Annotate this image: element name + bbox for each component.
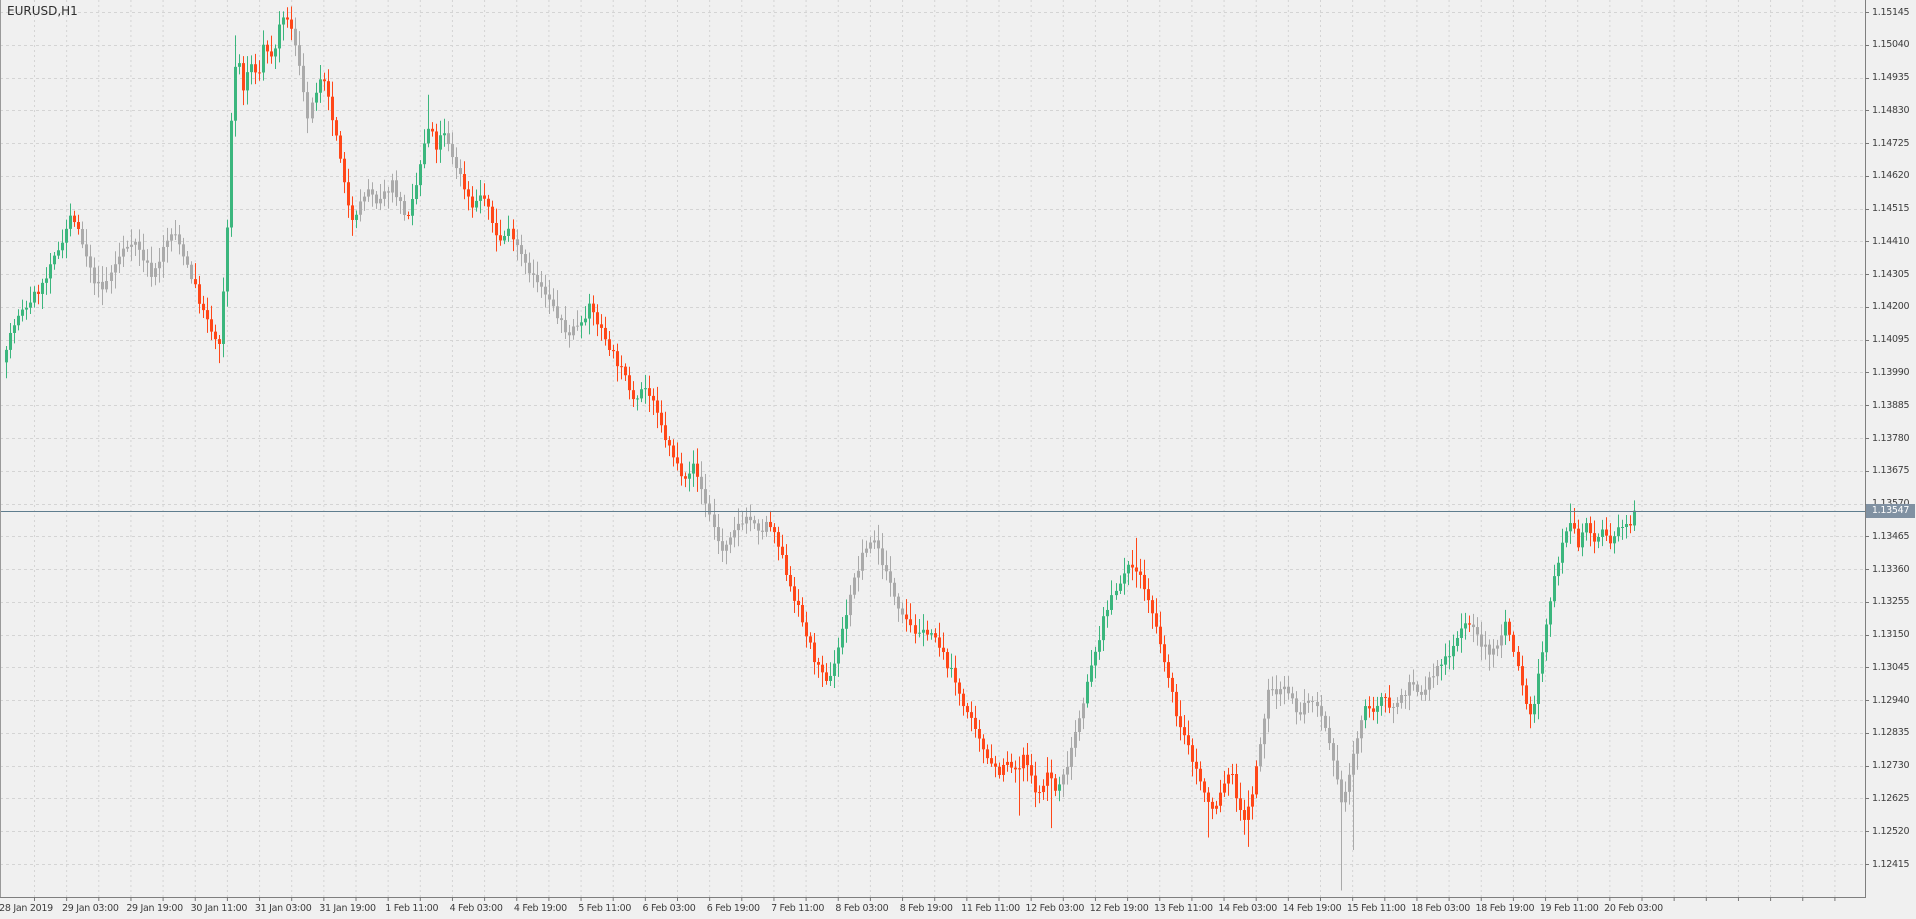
time-axis-label: 6 Feb 03:00 <box>642 903 696 914</box>
price-axis-label: 1.12415 <box>1872 858 1910 870</box>
price-axis-label: 1.14410 <box>1872 235 1910 247</box>
time-axis-label: 14 Feb 19:00 <box>1282 903 1342 914</box>
time-axis-label: 12 Feb 03:00 <box>1025 903 1085 914</box>
time-axis-label: 11 Feb 11:00 <box>961 903 1020 914</box>
price-axis-label: 1.13255 <box>1872 596 1910 608</box>
time-axis-label: 5 Feb 11:00 <box>578 903 632 914</box>
price-axis-label: 1.13360 <box>1872 563 1910 575</box>
time-axis-label: 28 Jan 2019 <box>0 903 53 914</box>
time-axis-label: 13 Feb 11:00 <box>1154 903 1213 914</box>
time-axis-label: 31 Jan 19:00 <box>319 903 376 914</box>
price-axis-label: 1.14305 <box>1872 268 1910 280</box>
price-axis-label: 1.13465 <box>1872 530 1910 542</box>
time-axis-label: 14 Feb 03:00 <box>1218 903 1278 914</box>
price-axis-label: 1.13885 <box>1872 399 1910 411</box>
price-axis-label: 1.14200 <box>1872 301 1910 313</box>
price-axis-label: 1.13990 <box>1872 366 1910 378</box>
time-axis-label: 4 Feb 03:00 <box>449 903 503 914</box>
candles <box>5 6 1636 891</box>
price-axis-label: 1.15040 <box>1872 39 1910 51</box>
time-axis-label: 6 Feb 19:00 <box>706 903 760 914</box>
price-axis-label: 1.12835 <box>1872 727 1910 739</box>
price-axis-label: 1.14935 <box>1872 72 1910 84</box>
time-axis-label: 29 Jan 03:00 <box>62 903 119 914</box>
time-axis-label: 8 Feb 03:00 <box>835 903 889 914</box>
time-axis-label: 18 Feb 03:00 <box>1411 903 1470 914</box>
time-axis-label: 31 Jan 03:00 <box>254 903 312 914</box>
time-axis-label: 19 Feb 11:00 <box>1539 903 1599 914</box>
time-axis-label: 29 Jan 19:00 <box>126 903 183 914</box>
time-axis-label: 20 Feb 03:00 <box>1604 903 1663 914</box>
price-axis-label: 1.12730 <box>1872 760 1910 772</box>
time-axis-label: 30 Jan 11:00 <box>190 903 248 914</box>
price-axis-label: 1.15145 <box>1872 6 1910 18</box>
price-axis-label: 1.13675 <box>1872 465 1910 477</box>
price-axis-label: 1.12940 <box>1872 694 1910 706</box>
price-axis-label: 1.14830 <box>1872 104 1910 116</box>
price-axis-label: 1.14515 <box>1872 203 1910 215</box>
grid-lines <box>0 0 1865 897</box>
price-axis-label: 1.13045 <box>1872 661 1910 673</box>
time-axis-label: 1 Feb 11:00 <box>385 903 439 914</box>
axis-lines <box>0 0 1866 898</box>
time-axis-label: 15 Feb 11:00 <box>1346 903 1406 914</box>
price-axis-label: 1.12625 <box>1872 792 1910 804</box>
current-price-badge: 1.13547 <box>1866 504 1915 518</box>
time-axis-label: 7 Feb 11:00 <box>771 903 825 914</box>
price-axis-label: 1.13150 <box>1872 629 1910 641</box>
symbol-timeframe-label: EURUSD,H1 <box>7 4 78 18</box>
price-axis-label: 1.14095 <box>1872 334 1910 346</box>
time-axis-label: 18 Feb 19:00 <box>1475 903 1535 914</box>
time-axis-label: 4 Feb 19:00 <box>513 903 567 914</box>
time-axis-label: 12 Feb 19:00 <box>1089 903 1149 914</box>
time-axis-label: 8 Feb 19:00 <box>899 903 953 914</box>
price-axis-label: 1.13570 <box>1872 497 1909 510</box>
price-axis-label: 1.12520 <box>1872 825 1910 837</box>
price-axis-label: 1.13780 <box>1872 432 1910 444</box>
price-axis-label: 1.14620 <box>1872 170 1910 182</box>
price-axis-label: 1.14725 <box>1872 137 1910 149</box>
axis-ticks <box>34 12 1869 901</box>
